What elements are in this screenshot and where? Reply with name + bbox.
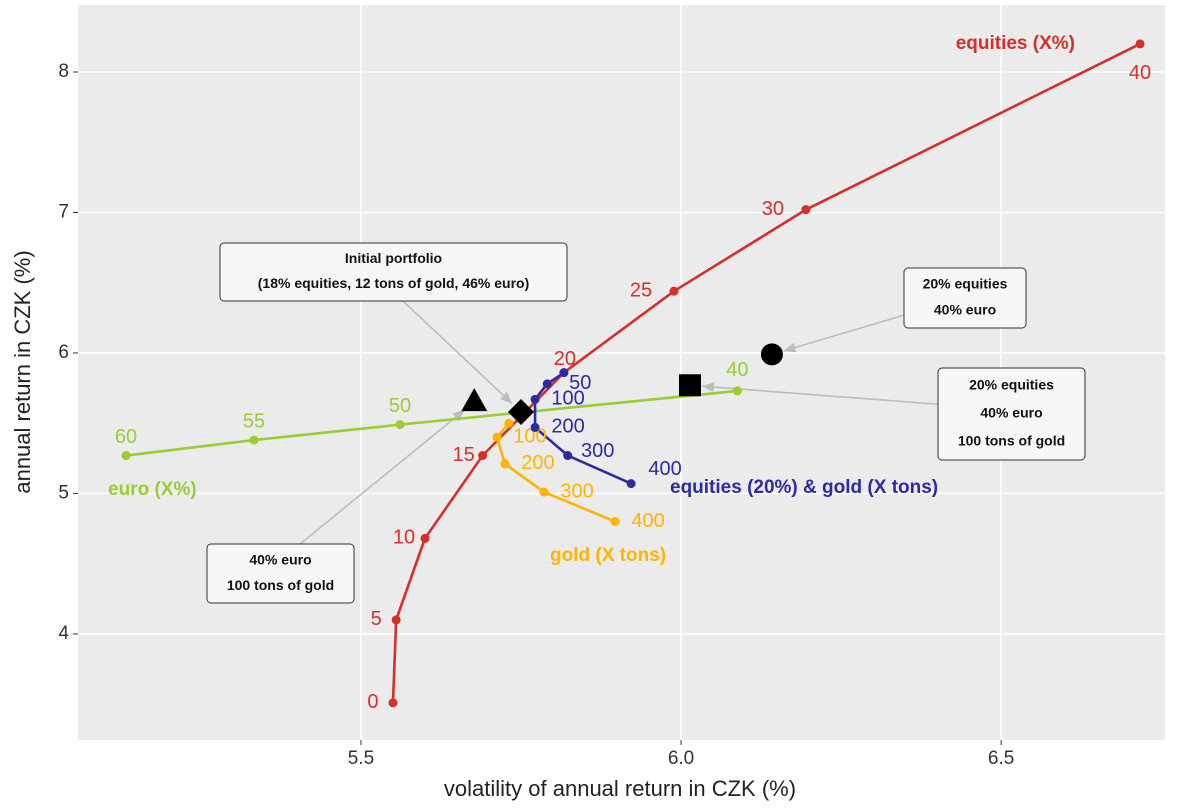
x-tick-label: 6.5 xyxy=(988,748,1014,769)
y-tick-label: 7 xyxy=(58,202,69,223)
data-point xyxy=(530,394,540,404)
data-point xyxy=(801,205,811,215)
data-point xyxy=(1135,39,1145,49)
data-point xyxy=(249,435,259,445)
annotation-text: 40% euro xyxy=(249,551,311,567)
annotation-text: 20% equities xyxy=(969,377,1054,393)
data-point xyxy=(388,698,398,708)
arrow-head xyxy=(500,391,513,404)
annotation-arrow xyxy=(299,409,466,545)
annotation-box xyxy=(219,242,568,302)
point-label: 40 xyxy=(1129,62,1151,84)
annotation-box xyxy=(206,543,355,604)
point-label: 30 xyxy=(762,198,784,220)
annotation-text: 20% equities xyxy=(923,276,1008,292)
arrow-head xyxy=(783,342,797,353)
data-point xyxy=(420,533,430,543)
data-point xyxy=(500,459,510,469)
data-point xyxy=(563,451,573,461)
annotation-text: 40% euro xyxy=(934,302,996,318)
y-tick-label: 4 xyxy=(58,623,69,644)
data-point xyxy=(610,517,620,527)
point-label: 50 xyxy=(389,395,411,417)
data-point xyxy=(669,286,679,296)
data-point xyxy=(626,479,636,489)
x-tick-label: 5.5 xyxy=(348,748,374,769)
series-label: euro (X%) xyxy=(108,479,197,500)
annotation-text: 40% euro xyxy=(980,405,1042,421)
series-label: equities (X%) xyxy=(956,33,1075,54)
point-label: 400 xyxy=(648,458,681,480)
y-tick-label: 6 xyxy=(58,342,69,363)
data-point xyxy=(492,432,502,442)
point-label: 60 xyxy=(115,426,137,448)
series-label: equities (20%) & gold (X tons) xyxy=(670,477,938,498)
data-point xyxy=(478,451,488,461)
point-label: 55 xyxy=(243,410,265,432)
annotation-text: 100 tons of gold xyxy=(958,433,1065,449)
series-label: gold (X tons) xyxy=(550,545,666,566)
data-point xyxy=(395,420,405,430)
point-label: 50 xyxy=(569,372,591,394)
x-tick-label: 6.0 xyxy=(668,748,694,769)
x-axis-title: volatility of annual return in CZK (%) xyxy=(444,776,796,801)
point-label: 5 xyxy=(371,608,382,630)
annotation-text: Initial portfolio xyxy=(345,250,442,266)
point-label: 100 xyxy=(513,426,546,448)
annotation-text: 100 tons of gold xyxy=(227,577,334,593)
annotation-arrow xyxy=(701,385,949,406)
annotations xyxy=(299,269,966,545)
point-label: 300 xyxy=(581,440,614,462)
marker-square xyxy=(678,374,701,397)
data-point xyxy=(391,615,401,625)
arrow-head xyxy=(701,382,715,393)
point-label: 0 xyxy=(367,691,378,713)
arrow-head xyxy=(452,409,465,422)
marker-diamond xyxy=(507,398,534,425)
point-label: 40 xyxy=(726,359,748,381)
data-point xyxy=(530,422,540,432)
data-point xyxy=(542,379,552,389)
data-point xyxy=(732,386,742,396)
y-tick-label: 8 xyxy=(58,61,69,82)
annotation-box xyxy=(903,267,1027,329)
marker-circle xyxy=(760,343,783,366)
point-label: 15 xyxy=(452,444,474,466)
point-label: 400 xyxy=(631,510,664,532)
series-line xyxy=(125,389,738,457)
point-label: 20 xyxy=(554,348,576,370)
data-point xyxy=(121,451,131,461)
y-axis-title: annual return in CZK (%) xyxy=(10,250,35,493)
annotation-box xyxy=(937,367,1086,461)
point-label: 10 xyxy=(393,527,415,549)
point-label: 300 xyxy=(560,480,593,502)
point-label: 200 xyxy=(521,452,554,474)
y-tick-label: 5 xyxy=(58,482,69,503)
annotation-text: (18% equities, 12 tons of gold, 46% euro… xyxy=(258,275,530,291)
marker-triangle xyxy=(461,388,488,412)
point-label: 200 xyxy=(551,416,584,438)
data-point xyxy=(559,368,569,378)
data-point xyxy=(539,487,549,497)
point-label: 25 xyxy=(630,279,652,301)
point-label: 100 xyxy=(551,388,584,410)
data-point xyxy=(504,418,514,428)
